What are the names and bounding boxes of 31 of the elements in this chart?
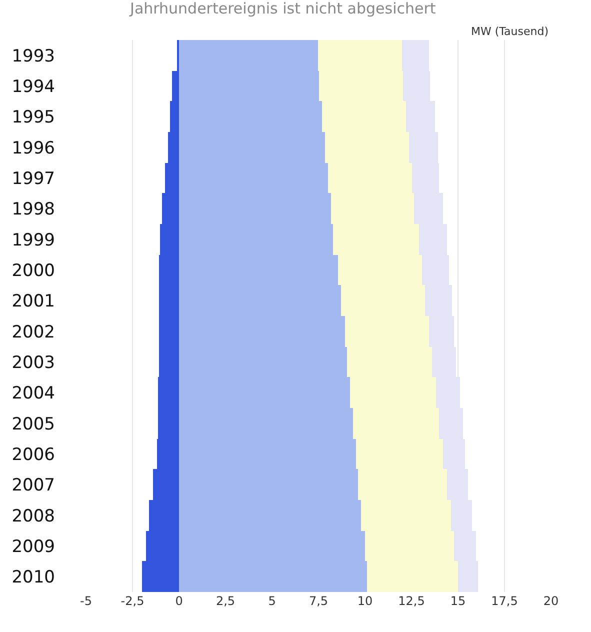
y-tick-label: 2003 (12, 352, 55, 373)
x-tick-label: 2,5 (216, 594, 236, 608)
y-tick-label: 1993 (12, 46, 55, 66)
y-tick-label: 1995 (12, 108, 55, 128)
chart-title: Jahrhundertereignis ist nicht abgesichert (129, 0, 436, 18)
y-tick-label: 1998 (12, 200, 55, 220)
y-tick-label: 2008 (12, 506, 55, 526)
y-tick-label: 1999 (12, 230, 55, 250)
x-tick-label: 17,5 (491, 594, 518, 608)
y-tick-label: 2002 (12, 322, 55, 342)
y-tick-label: 2001 (12, 292, 55, 312)
x-tick-label: 0 (175, 594, 183, 608)
y-tick-label: 2000 (12, 260, 55, 281)
y-tick-label: 2007 (12, 476, 55, 496)
y-tick-label: 2006 (12, 444, 55, 465)
x-tick-label: 5 (268, 594, 276, 608)
y-tick-label: 1997 (12, 168, 55, 189)
x-tick-label: 10 (357, 594, 373, 608)
y-tick-label: 1994 (12, 76, 55, 97)
x-tick-label: -2,5 (120, 594, 144, 608)
x-tick-label: 7,5 (308, 594, 328, 608)
y-tick-label: 1996 (12, 138, 55, 158)
x-axis-title: MW (Tausend) (471, 25, 549, 38)
y-tick-label: 2005 (12, 414, 55, 434)
y-tick-label: 2009 (12, 536, 55, 557)
y-tick-label: 2010 (12, 568, 55, 588)
x-tick-label: 12,5 (398, 594, 425, 608)
x-tick-label: 20 (543, 594, 559, 608)
y-tick-label: 2004 (12, 384, 55, 404)
x-tick-label: 15 (450, 594, 466, 608)
x-tick-label: -5 (80, 594, 92, 608)
